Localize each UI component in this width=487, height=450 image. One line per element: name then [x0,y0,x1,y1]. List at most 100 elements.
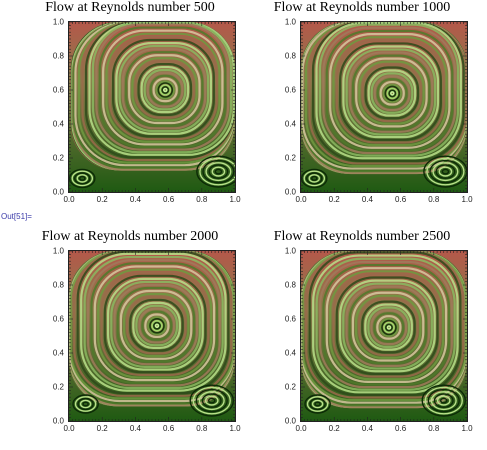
corner-eddy-left [303,170,326,187]
plot-title: Flow at Reynolds number 2000 [41,229,219,244]
streamline-ring [335,39,445,144]
streamline-ring [318,260,453,389]
vortex-core-ring [388,89,397,98]
y-tick-label: 0.4 [284,119,296,129]
streamline-ring [105,32,221,143]
streamline-ring [113,283,199,366]
streamline-ring [358,60,425,125]
flow-plot-re-2000: Flow at Reynolds number 2000 0.0 0.2 0.4 0.6… [30,229,241,444]
x-axis-labels: 0.0 0.2 0.4 0.6 0.8 1.0 [63,424,240,436]
streamline-ring [315,22,462,160]
plot-title: Flow at Reynolds number 1000 [273,0,451,15]
corner-eddy-left [72,394,99,414]
streamline-ring [118,45,210,133]
streamline-ring [351,291,425,362]
corner-eddy-left [311,399,324,409]
y-tick-label: 1.0 [284,246,296,256]
corner-eddy-right [427,388,460,413]
streamline-ring [355,57,428,128]
corner-eddy-right [424,386,463,415]
streamline-ring [379,80,405,106]
streamline-ring [147,316,167,336]
y-tick-label: 0.6 [52,85,64,95]
x-tick-label: 0.6 [395,424,407,433]
streamline-ring [322,263,451,386]
x-tick-label: 1.0 [461,424,473,433]
streamline-ring [83,255,224,390]
corner-eddy-right [199,157,235,186]
vortex-core-ring [157,82,174,98]
streamline-plot-area [68,250,236,422]
corner-eddy-right [429,159,462,184]
corner-eddy-left [304,394,331,414]
corner-eddy-right [441,168,450,175]
streamline-ring [345,285,431,367]
x-tick-label: 0.6 [163,195,175,204]
y-tick-label: 0.0 [52,416,64,426]
y-axis-labels: 0.0 0.2 0.4 0.6 0.8 1.0 [30,18,66,197]
x-tick-label: 0.4 [361,195,373,204]
x-tick-label: 0.4 [129,195,141,204]
output-cell-label: Out[51]= [1,212,32,221]
streamline-ring [135,304,179,347]
streamline-ring [137,63,193,116]
corner-eddy-left [82,401,89,407]
x-tick-label: 0.8 [196,195,208,204]
streamline-ring [155,80,175,100]
corner-eddy-left [79,399,92,409]
streamline-ring [98,26,227,149]
vortex-core-ring [162,87,168,93]
streamline-ring [102,29,224,146]
vortex-core-ring [149,318,165,334]
streamline-image [301,251,467,421]
streamline-ring [379,317,399,337]
x-tick-label: 0.0 [63,424,75,433]
corner-eddy-right [436,395,451,406]
corner-eddy-left [76,174,89,183]
x-tick-label: 1.0 [461,195,473,204]
streamline-plot-area [300,21,468,193]
streamline-ring [110,280,201,368]
streamline-ring [329,33,451,149]
vortex-core-ring [390,91,395,96]
streamline-ring [116,286,196,363]
streamline-ring [364,66,420,120]
streamline-ring [358,297,419,357]
corner-eddy-right [433,393,454,408]
streamline-ring [119,289,193,360]
x-axis-labels: 0.0 0.2 0.4 0.6 0.8 1.0 [295,424,472,436]
x-tick-label: 0.4 [361,424,373,433]
x-tick-label: 0.0 [63,195,75,204]
streamline-ring [121,48,207,130]
streamline-ring [338,279,436,373]
x-tick-label: 0.0 [295,195,307,204]
streamline-ring [108,35,218,141]
y-tick-label: 0.6 [284,85,296,95]
y-axis-labels: 0.0 0.2 0.4 0.6 0.8 1.0 [262,18,298,197]
x-tick-label: 0.8 [428,195,440,204]
streamline-image [69,251,235,421]
plot-title: Flow at Reynolds number 500 [45,0,215,15]
streamline-ring [132,301,181,350]
streamline-ring [111,38,215,138]
corner-eddy-right [195,388,228,413]
corner-eddy-left [308,174,321,183]
corner-eddy-left [71,170,94,187]
corner-eddy-left [311,175,318,181]
streamline-ring [129,298,184,352]
streamline-ring [152,77,178,103]
streamline-ring [80,252,227,392]
streamline-ring [141,310,173,341]
vortex-core-ring [381,319,397,336]
corner-eddy-right [211,166,226,177]
streamline-ring [86,259,221,387]
vortex-core-ring [383,321,395,334]
streamline-ring [325,29,454,152]
streamline-ring [76,251,230,395]
streamline-ring [115,41,213,135]
y-tick-label: 0.8 [52,51,64,61]
corner-eddy-right [196,155,235,188]
x-tick-label: 0.2 [96,424,108,433]
y-tick-label: 0.0 [284,187,296,197]
corner-eddy-left [77,397,94,411]
